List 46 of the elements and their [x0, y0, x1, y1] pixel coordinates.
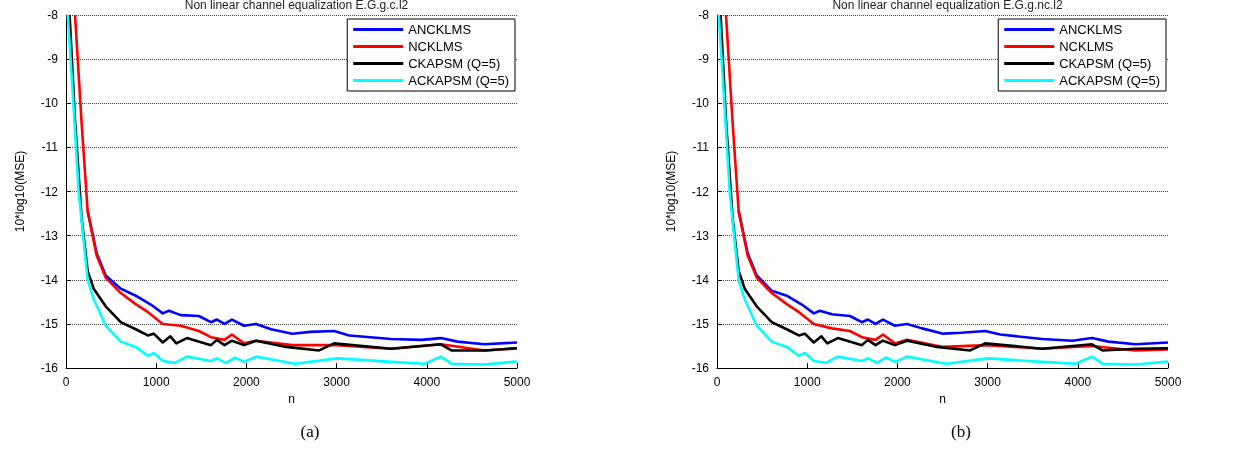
chart-title: Non linear channel equalization E.G.g.nc.l2: [832, 0, 1063, 12]
y-tick-label: -11: [41, 140, 59, 155]
x-tick-label: 5000: [503, 375, 531, 390]
x-tick-label: 4000: [1064, 375, 1092, 390]
y-tick-label: -15: [691, 316, 710, 331]
text: (a): [299, 422, 321, 442]
x-axis-title: n: [939, 392, 946, 406]
x-tick-label: 2000: [884, 375, 912, 390]
legend-label: CKAPSM (Q=5): [408, 56, 501, 71]
y-tick-label: -16: [40, 361, 59, 376]
chart-title: Non linear channel equalization E.G.g.c.l2: [184, 0, 409, 12]
y-tick-label: -12: [40, 184, 59, 199]
y-tick-label: -14: [40, 272, 59, 287]
x-tick-label: 1000: [793, 375, 821, 390]
x-tick-label: 3000: [974, 375, 1002, 390]
y-tick-label: -9: [698, 52, 710, 67]
text: (b): [950, 422, 972, 442]
y-tick-label: -12: [691, 184, 710, 199]
y-tick-label: -14: [691, 272, 710, 287]
y-tick-label: -13: [691, 228, 710, 243]
y-axis-title: 10*log10(MSE): [13, 150, 27, 233]
x-tick-label: 4000: [413, 375, 441, 390]
legend-label: NCKLMS: [1059, 39, 1114, 54]
legend-label: CKAPSM (Q=5): [1059, 56, 1152, 71]
legend-label: NCKLMS: [408, 39, 463, 54]
legend-label: ACKAPSM (Q=5): [408, 73, 510, 88]
x-tick-label: 2000: [233, 375, 261, 390]
y-tick-label: -10: [40, 96, 59, 111]
x-tick-label: 3000: [323, 375, 351, 390]
x-tick-label: 0: [713, 375, 721, 390]
legend-label: ACKAPSM (Q=5): [1059, 73, 1161, 88]
y-tick-label: -10: [691, 96, 710, 111]
y-tick-label: -9: [47, 52, 59, 67]
y-tick-label: -13: [40, 228, 59, 243]
y-tick-label: -16: [691, 361, 710, 376]
y-axis-title: 10*log10(MSE): [664, 150, 678, 233]
x-tick-label: 5000: [1154, 375, 1182, 390]
x-tick-label: 1000: [142, 375, 170, 390]
y-tick-label: -11: [692, 140, 710, 155]
y-tick-label: -8: [47, 8, 59, 22]
y-tick-label: -15: [40, 316, 59, 331]
x-axis-title: n: [288, 392, 295, 406]
legend-label: ANCKLMS: [1059, 22, 1123, 37]
legend-label: ANCKLMS: [408, 22, 472, 37]
y-tick-label: -8: [698, 8, 710, 22]
x-tick-label: 0: [62, 375, 70, 390]
